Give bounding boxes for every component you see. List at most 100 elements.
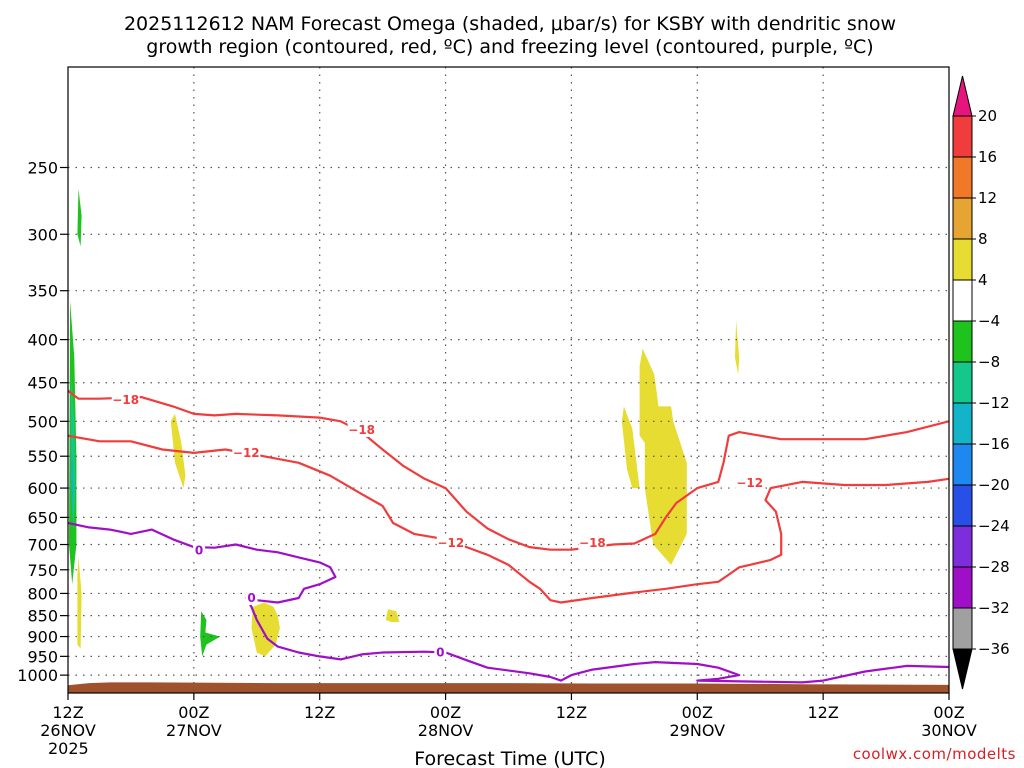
chart-title-line2: growth region (contoured, red, ºC) and f… <box>146 36 873 58</box>
colorbar-label: −20 <box>978 476 1010 494</box>
x-tick-label: 00Z <box>178 703 209 722</box>
y-tick-label: 550 <box>27 447 58 466</box>
contour-lines: −18 −18 −18 −12 −12 −12 0 0 0 <box>68 389 949 684</box>
x-tick-label: 00Z <box>682 703 713 722</box>
contour-label-bg <box>232 444 261 460</box>
x-tick-label: 12Z <box>304 703 335 722</box>
colorbar-bottom-arrow <box>952 648 973 690</box>
x-tick-label: 28NOV <box>418 721 474 740</box>
x-tick-label: 29NOV <box>669 721 725 740</box>
contour-label: 0 <box>195 544 203 558</box>
y-tick-label: 800 <box>27 584 58 603</box>
omega-region-3 <box>735 320 740 375</box>
omega-region-2 <box>639 348 687 565</box>
colorbar-label: −36 <box>978 640 1010 658</box>
colorbar-band <box>952 443 973 486</box>
contour-label-bg <box>347 421 376 437</box>
omega-region-6 <box>385 609 400 622</box>
colorbar-band <box>952 525 973 568</box>
omega-region-11 <box>71 435 74 518</box>
chart-title-line1: 2025112612 NAM Forecast Omega (shaded, μ… <box>124 13 896 35</box>
y-tick-label: 1000 <box>17 666 58 685</box>
contour-label-bg <box>578 534 607 550</box>
colorbar-band <box>952 320 973 363</box>
colorbar-band <box>952 361 973 404</box>
colorbar-label: −28 <box>978 558 1010 576</box>
colorbar-label: −24 <box>978 517 1010 535</box>
colorbar-band <box>952 484 973 527</box>
omega-region-4 <box>77 557 82 649</box>
contour-label: 0 <box>247 591 255 605</box>
y-axis: 250 300 350 400 450 500 550 600 650 700 750 800 850 9… <box>17 158 68 685</box>
y-tick-label: 950 <box>27 647 58 666</box>
contour-label: −12 <box>736 476 763 490</box>
x-tick-label: 26NOV <box>40 721 96 740</box>
terrain-surface <box>68 682 949 693</box>
plot-frame <box>67 66 950 694</box>
contour-line-2 <box>68 521 949 684</box>
plot-area <box>68 188 949 693</box>
colorbar: 20 16 12 8 4 −4 −8 −12 −16 −20 −24 −28 −32 −36 <box>952 75 1010 690</box>
contour-label-bg <box>193 542 206 558</box>
omega-region-9 <box>200 611 221 657</box>
contour-label-bg <box>436 534 465 550</box>
x-tick-label: 12Z <box>52 703 83 722</box>
credit-text: coolwx.com/modelts <box>853 745 1016 763</box>
colorbar-label: 4 <box>978 271 988 289</box>
colorbar-band <box>952 115 973 158</box>
colorbar-band <box>952 607 973 650</box>
y-tick-label: 300 <box>27 225 58 244</box>
x-tick-label: 00Z <box>430 703 461 722</box>
y-tick-label: 650 <box>27 508 58 527</box>
colorbar-label: 16 <box>978 148 997 166</box>
contour-label-bg <box>434 644 447 660</box>
y-tick-label: 400 <box>27 331 58 350</box>
colorbar-label: 20 <box>978 107 997 125</box>
omega-region-8 <box>77 188 82 247</box>
contour-line-1 <box>68 434 949 604</box>
y-tick-label: 250 <box>27 158 58 177</box>
contour-label-bg <box>111 392 140 408</box>
colorbar-band <box>952 238 973 281</box>
x-tick-label: 2025 <box>48 739 89 758</box>
x-tick-label: 00Z <box>933 703 964 722</box>
colorbar-band <box>952 156 973 199</box>
y-tick-label: 850 <box>27 607 58 626</box>
contour-label: −12 <box>437 536 464 550</box>
x-tick-label: 27NOV <box>166 721 222 740</box>
contour-label-bg <box>245 589 258 605</box>
contour-label: −18 <box>112 393 139 407</box>
contour-label: −18 <box>348 423 375 437</box>
y-tick-label: 900 <box>27 628 58 647</box>
colorbar-band <box>952 566 973 609</box>
y-tick-label: 350 <box>27 282 58 301</box>
gridlines <box>68 67 949 693</box>
colorbar-label: −32 <box>978 599 1010 617</box>
omega-region-5 <box>251 602 280 657</box>
y-tick-label: 500 <box>27 412 58 431</box>
colorbar-band <box>952 402 973 445</box>
colorbar-label: −4 <box>978 312 1000 330</box>
y-tick-label: 450 <box>27 374 58 393</box>
colorbar-label: 12 <box>978 189 997 207</box>
x-tick-label: 12Z <box>807 703 838 722</box>
contour-label: 0 <box>436 645 444 659</box>
y-tick-label: 750 <box>27 561 58 580</box>
colorbar-label: −8 <box>978 353 1000 371</box>
colorbar-band <box>952 197 973 240</box>
x-tick-label: 12Z <box>556 703 587 722</box>
x-axis-label: Forecast Time (UTC) <box>414 748 605 768</box>
omega-region-1 <box>621 406 640 489</box>
colorbar-label: 8 <box>978 230 988 248</box>
colorbar-label: −12 <box>978 394 1010 412</box>
contour-label: −12 <box>233 446 260 460</box>
contour-label: −18 <box>579 536 606 550</box>
y-tick-label: 600 <box>27 479 58 498</box>
x-tick-label: 30NOV <box>921 721 977 740</box>
contour-label-bg <box>735 475 764 491</box>
y-tick-label: 700 <box>27 536 58 555</box>
colorbar-band <box>952 279 973 322</box>
colorbar-top-arrow <box>952 75 973 117</box>
